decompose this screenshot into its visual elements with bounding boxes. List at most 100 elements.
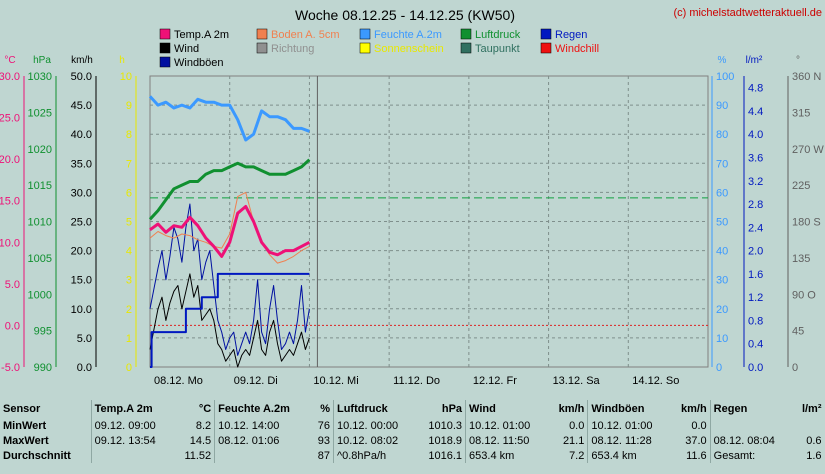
press-tick-label: 995 [34,326,52,338]
stats-cell-value: 76 [310,418,334,433]
legend-label: Wind [174,43,199,55]
temp-tick-label: 15.0 [0,196,20,208]
hum-tick-label: 80 [716,129,728,141]
rain-tick-label: 0.0 [748,362,763,374]
legend-label: Windchill [555,43,599,55]
stats-header-wind: Wind [469,403,496,415]
legend-swatch [540,28,552,40]
legend-swatch [359,42,371,54]
legend-swatch [460,28,472,40]
legend-label: Taupunkt [475,43,520,55]
stats-cell-time: 08.12. 08:04 [713,434,775,447]
sun-tick-label: 5 [126,217,132,229]
temp-tick-label: 25.0 [0,113,20,125]
stats-cell-time: 653.4 km [469,449,515,462]
stats-cell-time: 08.12. 11:28 [591,434,652,447]
dir-tick-label: 45 [792,326,804,338]
stats-cell-value: 0.6 [806,434,822,447]
dir-tick-label: 225 [792,180,810,192]
legend-label: Regen [555,29,587,41]
stats-cell-value: 11.52 [173,448,216,463]
press-tick-label: 1030 [28,71,52,83]
legend-label: Sonnenschein [374,43,444,55]
wind-tick-label: 5.0 [77,333,92,345]
legend-label: Luftdruck [475,29,521,41]
stats-cell-value: 37.0 [670,433,711,448]
x-tick-label: 11.12. Do [393,375,440,387]
hum-tick-label: 70 [716,158,728,170]
sun-tick-label: 4 [126,246,132,258]
statistics-table: Sensor Temp.A 2m °C Feuchte A.2m % Luftd… [0,400,825,474]
press-tick-label: 1005 [28,253,52,265]
wind-tick-label: 15.0 [71,275,92,287]
stats-cell-time [215,448,311,463]
stats-cell-value: 7.2 [548,448,589,463]
dir-axis-unit: ° [796,55,800,66]
x-tick-label: 12.12. Fr [473,375,517,387]
x-tick-label: 10.12. Mi [313,375,358,387]
stats-cell-value: 0.0 [548,418,589,433]
stats-cell-time: 10.12. 14:00 [218,419,280,432]
stats-cell-value [793,418,824,433]
stats-cell-time: 10.12. 08:02 [336,434,399,447]
stats-cell-value: 1016.1 [416,448,467,463]
stats-cell-time: 10.12. 00:00 [336,419,399,432]
hum-tick-label: 60 [716,187,728,199]
rain-tick-label: 2.8 [748,199,763,211]
stats-cell-value: 0.0 [670,418,711,433]
sun-tick-label: 7 [126,158,132,170]
legend-label: Temp.A 2m [174,29,229,41]
stats-cell-time [91,448,174,463]
stats-cell-value: 1.6 [806,449,822,462]
stats-header-press-unit: hPa [416,400,467,418]
rain-tick-label: 1.2 [748,292,763,304]
press-tick-label: 1025 [28,107,52,119]
wind-tick-label: 45.0 [71,100,92,112]
stats-row-label: MaxWert [0,433,92,448]
dir-tick-label: 135 [792,253,810,265]
stats-cell-time: 653.4 km [591,449,637,462]
axis-labels: °C30.025.020.015.010.05.00.0-5.0hPa10301… [0,55,824,387]
wind-tick-label: 10.0 [71,304,92,316]
stats-header-hum: Feuchte A.2m [218,403,290,415]
wind-tick-label: 35.0 [71,158,92,170]
legend-label: Boden A. 5cm [271,29,340,41]
stats-cell-value: 14.5 [173,433,216,448]
sun-tick-label: 8 [126,129,132,141]
sun-tick-label: 1 [126,333,132,345]
series-layer [148,95,311,368]
press-tick-label: 1015 [28,180,52,192]
dir-tick-label: 0 [792,362,798,374]
rain-tick-label: 4.4 [748,106,763,118]
stats-cell-time: 09.12. 09:00 [94,419,156,432]
stats-header-rain-unit: l/m² [801,403,822,415]
legend-swatch [359,28,371,40]
plot-grid [149,75,709,368]
x-tick-label: 14.12. So [632,375,679,387]
stats-row-avg: Durchschnitt 11.52 87 ^0.8hPa/h 1016.1 6… [0,448,825,463]
dir-tick-label: 180 S [792,217,821,229]
stats-cell-time: 09.12. 13:54 [94,434,156,447]
wind-tick-label: 40.0 [71,129,92,141]
temp-tick-label: 20.0 [0,154,20,166]
dir-tick-label: 90 O [792,289,816,301]
sun-tick-label: 0 [126,362,132,374]
temp-tick-label: 5.0 [5,279,20,291]
rain-tick-label: 2.0 [748,246,763,258]
temp-tick-label: 30.0 [0,71,20,83]
temp-tick-label: -5.0 [1,362,20,374]
stats-cell-value: 11.6 [670,448,711,463]
stats-row-label: MinWert [0,418,92,433]
rain-axis-unit: l/m² [746,55,763,66]
dir-tick-label: 360 N [792,71,821,83]
legend-swatch [159,42,171,54]
stats-row-max: MaxWert 09.12. 13:54 14.5 08.12. 01:06 9… [0,433,825,448]
dir-tick-label: 315 [792,107,810,119]
hum-tick-label: 50 [716,217,728,229]
legend-swatch [256,42,268,54]
rain-tick-label: 4.0 [748,129,763,141]
chart-title: Woche 08.12.25 - 14.12.25 (KW50) [295,7,515,23]
stats-header-wind-unit: km/h [548,400,589,418]
press-tick-label: 990 [34,362,52,374]
